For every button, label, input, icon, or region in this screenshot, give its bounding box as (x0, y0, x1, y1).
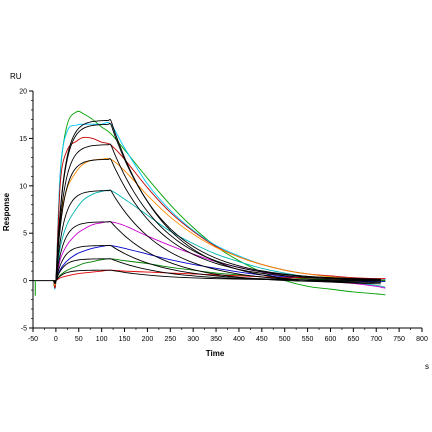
fit-line-9 (53, 269, 381, 282)
series-line-1 (53, 110, 386, 296)
y-tick-label: 15 (19, 136, 27, 143)
series-line-4 (53, 157, 386, 286)
x-unit-label: s (425, 362, 429, 371)
x-tick-label: 750 (393, 336, 405, 343)
x-tick-label: 300 (187, 336, 199, 343)
x-tick-label: 200 (142, 336, 154, 343)
axes (29, 90, 423, 332)
x-tick-label: 700 (370, 336, 382, 343)
y-tick-label: 5 (23, 231, 27, 238)
y-tick-label: 20 (19, 89, 27, 96)
x-tick-label: 50 (75, 336, 83, 343)
series-line-8 (53, 258, 386, 282)
fit-line-3 (53, 143, 381, 284)
x-tick-label: 250 (164, 336, 176, 343)
x-tick-label: 450 (256, 336, 268, 343)
x-tick-label: 0 (54, 336, 58, 343)
x-tick-label: 550 (302, 336, 314, 343)
y-unit-label: RU (10, 72, 22, 81)
fit-line-4 (53, 158, 381, 284)
series-line-9 (53, 269, 386, 282)
y-axis-title: Response (2, 192, 11, 231)
x-tick-label: 400 (233, 336, 245, 343)
x-tick-label: 100 (96, 336, 108, 343)
x-tick-label: 150 (119, 336, 131, 343)
x-tick-label: -50 (28, 336, 38, 343)
fit-line-6 (53, 221, 381, 283)
x-axis-title: Time (206, 349, 225, 358)
series-line-2 (53, 121, 386, 290)
x-tick-label: 800 (416, 336, 428, 343)
x-tick-label: 350 (210, 336, 222, 343)
y-tick-label: 10 (19, 183, 27, 190)
x-tick-label: 500 (279, 336, 291, 343)
x-tick-label: 600 (325, 336, 337, 343)
curves (33, 110, 386, 296)
x-tick-label: 650 (348, 336, 360, 343)
series-line-5 (53, 189, 386, 288)
y-tick-label: 0 (23, 278, 27, 285)
y-tick-label: -5 (21, 326, 27, 333)
